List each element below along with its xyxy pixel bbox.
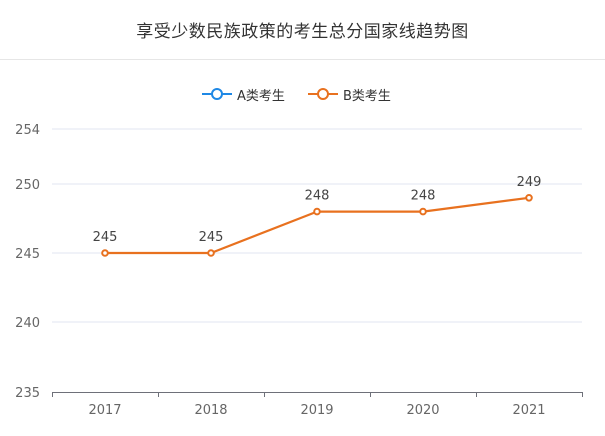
y-tick-label: 254 — [15, 123, 40, 138]
chart-title: 享受少数民族政策的考生总分国家线趋势图 — [136, 22, 469, 42]
data-label: 245 — [93, 230, 118, 245]
x-tick-label: 2019 — [300, 403, 333, 418]
data-point — [525, 194, 533, 202]
y-tick-label: 240 — [15, 316, 40, 331]
data-point — [419, 207, 427, 216]
y-tick-label: 245 — [15, 247, 40, 262]
data-label: 249 — [517, 175, 542, 190]
data-label: 248 — [411, 189, 436, 204]
legend-swatch-a — [202, 87, 232, 101]
legend-swatch-b — [308, 87, 338, 101]
data-point — [207, 249, 215, 257]
y-tick-label: 250 — [15, 178, 40, 193]
legend-item-b[interactable]: B类考生 — [308, 84, 391, 104]
legend-label-a: A类考生 — [237, 88, 285, 104]
y-tick-label: 235 — [15, 386, 40, 401]
data-label: 245 — [199, 230, 224, 245]
x-tick-label: 2021 — [512, 403, 545, 418]
x-tick-label: 2020 — [406, 403, 439, 418]
data-point — [101, 249, 109, 257]
x-tick-label: 2018 — [194, 403, 227, 418]
legend-label-b: B类考生 — [343, 88, 391, 104]
series-line — [105, 196, 530, 255]
legend-item-a[interactable]: A类考生 — [202, 84, 285, 104]
data-label: 248 — [305, 189, 330, 204]
data-point — [313, 207, 321, 216]
x-tick-label: 2017 — [88, 403, 121, 418]
title-divider — [0, 59, 605, 60]
legend: A类考生 B类考生 — [0, 84, 605, 104]
